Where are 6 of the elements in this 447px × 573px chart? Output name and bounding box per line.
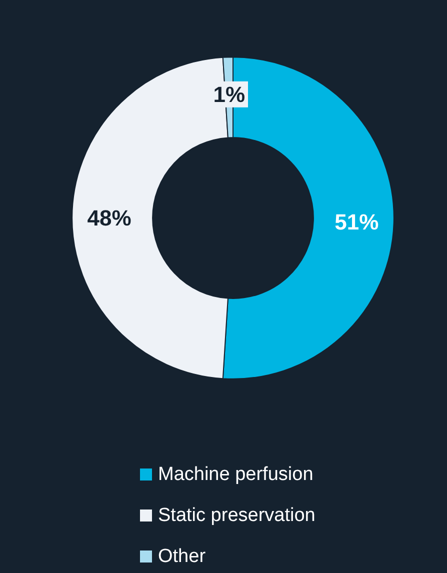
legend-label: Other	[158, 546, 206, 567]
data-label: 51%	[334, 209, 379, 234]
legend-label: Static preservation	[158, 505, 316, 526]
data-label: 48%	[87, 206, 132, 230]
legend-label: Machine perfusion	[158, 464, 314, 485]
data-label: 1%	[213, 82, 246, 107]
